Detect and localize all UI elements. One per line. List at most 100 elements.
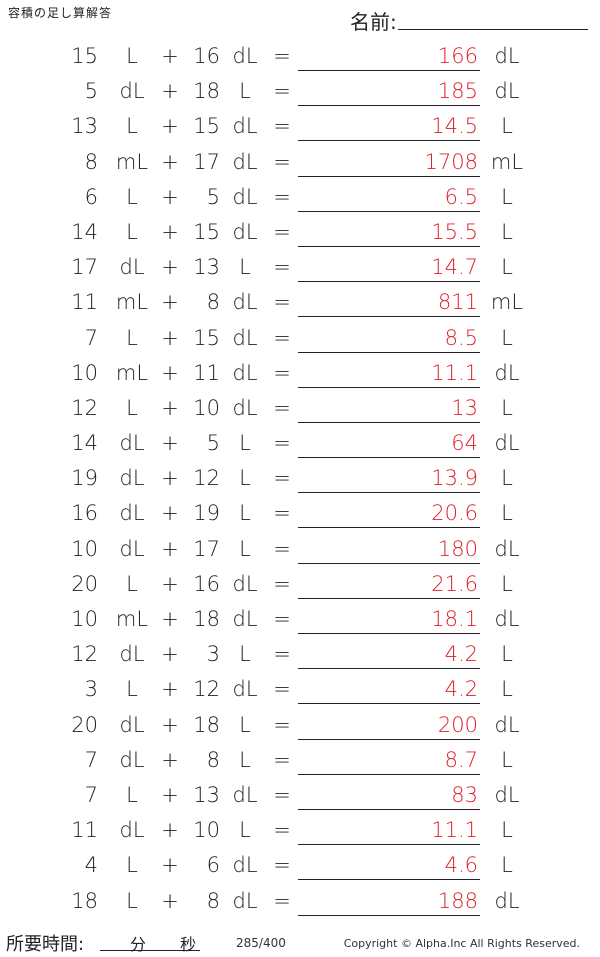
operand-b-unit: L <box>239 818 251 843</box>
operand-a: 6 <box>84 184 98 209</box>
operand-b-unit: L <box>239 712 251 737</box>
problem-row: 15 L +16 dL = 166 dL <box>0 38 600 73</box>
answer-value: 13 <box>451 395 478 420</box>
answer-underline <box>298 351 480 353</box>
problem-list: 15 L +16 dL = 166 dL 5 dL +18 L = 185 dL 13 L +15 dL = 14.5… <box>0 38 600 918</box>
operand-a-unit: dL <box>119 501 145 526</box>
operand-a-unit: L <box>126 325 138 350</box>
operand-b: 16 <box>193 571 220 596</box>
operand-a: 3 <box>84 677 98 702</box>
operand-a-unit: L <box>126 44 138 68</box>
operand-b: 18 <box>193 712 220 737</box>
equals-sign: = <box>273 501 291 526</box>
answer-value: 14.7 <box>431 255 478 280</box>
operand-b: 11 <box>193 360 220 385</box>
answer-underline <box>298 879 480 881</box>
answer-value: 8.7 <box>444 747 478 772</box>
answer-underline <box>298 421 480 423</box>
operand-a-unit: L <box>126 782 138 807</box>
equals-sign: = <box>273 184 291 209</box>
plus-sign: + <box>161 782 179 807</box>
answer-underline <box>298 844 480 846</box>
problem-row: 18 L +8 dL = 188 dL <box>0 883 600 918</box>
answer-unit: mL <box>490 290 524 315</box>
operand-a: 10 <box>71 607 98 631</box>
answer-unit: L <box>501 255 513 280</box>
equals-sign: = <box>273 607 291 631</box>
seconds-label: 秒 <box>180 935 197 954</box>
problem-row: 5 dL +18 L = 185 dL <box>0 73 600 108</box>
answer-unit: L <box>501 747 513 772</box>
time-label: 所要時間: <box>6 934 85 955</box>
answer-unit: dL <box>494 431 520 456</box>
operand-a: 7 <box>84 747 98 772</box>
operand-a-unit: dL <box>119 431 145 456</box>
answer-value: 8.5 <box>444 325 478 350</box>
problem-row: 7 L +15 dL = 8.5 L <box>0 320 600 355</box>
answer-value: 11.1 <box>431 360 478 385</box>
time-underline <box>100 950 200 951</box>
operand-a-unit: L <box>126 395 138 420</box>
answer-unit: L <box>501 395 513 420</box>
copyright-notice: Copyright © Alpha.Inc All Rights Reserve… <box>343 937 580 950</box>
equals-sign: = <box>273 712 291 737</box>
equals-sign: = <box>273 114 291 139</box>
answer-value: 200 <box>437 712 478 737</box>
plus-sign: + <box>161 677 179 702</box>
answer-value: 13.9 <box>431 466 478 491</box>
operand-b: 12 <box>193 466 220 491</box>
answer-underline <box>298 668 480 670</box>
plus-sign: + <box>161 360 179 385</box>
answer-underline <box>298 597 480 599</box>
operand-a-unit: mL <box>115 149 149 174</box>
problem-row: 19 dL +12 L = 13.9 L <box>0 460 600 495</box>
answer-underline <box>298 245 480 247</box>
problem-row: 12 dL +3 L = 4.2 L <box>0 636 600 671</box>
footer: 所要時間: 分 秒 285/400 Copyright © Alpha.Inc … <box>0 928 600 957</box>
operand-b-unit: dL <box>232 184 258 209</box>
operand-b-unit: L <box>239 747 251 772</box>
plus-sign: + <box>161 290 179 315</box>
answer-underline <box>298 703 480 705</box>
answer-unit: L <box>501 184 513 209</box>
operand-a-unit: mL <box>115 290 149 315</box>
problem-row: 10 dL +17 L = 180 dL <box>0 531 600 566</box>
worksheet-title: 容積の足し算解答 <box>8 6 113 20</box>
answer-value: 64 <box>451 431 478 456</box>
operand-a: 20 <box>71 712 98 737</box>
operand-a-unit: L <box>126 184 138 209</box>
operand-b-unit: L <box>239 466 251 491</box>
operand-a-unit: L <box>126 853 138 878</box>
equals-sign: = <box>273 431 291 456</box>
operand-b-unit: L <box>239 79 251 104</box>
operand-a-unit: L <box>126 114 138 139</box>
operand-b: 18 <box>193 607 220 631</box>
operand-b-unit: dL <box>232 44 258 68</box>
operand-a-unit: L <box>126 888 138 913</box>
answer-unit: dL <box>494 607 520 631</box>
equals-sign: = <box>273 677 291 702</box>
operand-b: 13 <box>193 255 220 280</box>
operand-b-unit: dL <box>232 607 258 631</box>
operand-b: 10 <box>193 818 220 843</box>
answer-value: 21.6 <box>431 571 478 596</box>
operand-a: 13 <box>71 114 98 139</box>
operand-a: 5 <box>84 79 98 104</box>
operand-a-unit: dL <box>119 255 145 280</box>
operand-a-unit: dL <box>119 466 145 491</box>
operand-a: 12 <box>71 642 98 667</box>
problem-row: 6 L +5 dL = 6.5 L <box>0 179 600 214</box>
equals-sign: = <box>273 536 291 561</box>
name-field: 名前: <box>350 4 590 34</box>
answer-unit: L <box>501 818 513 843</box>
problem-row: 3 L +12 dL = 4.2 L <box>0 671 600 706</box>
answer-underline <box>298 492 480 494</box>
problem-row: 17 dL +13 L = 14.7 L <box>0 249 600 284</box>
answer-underline <box>298 175 480 177</box>
answer-unit: dL <box>494 79 520 104</box>
answer-unit: L <box>501 466 513 491</box>
operand-b: 19 <box>193 501 220 526</box>
operand-a-unit: mL <box>115 607 149 631</box>
plus-sign: + <box>161 149 179 174</box>
problem-row: 7 dL +8 L = 8.7 L <box>0 742 600 777</box>
